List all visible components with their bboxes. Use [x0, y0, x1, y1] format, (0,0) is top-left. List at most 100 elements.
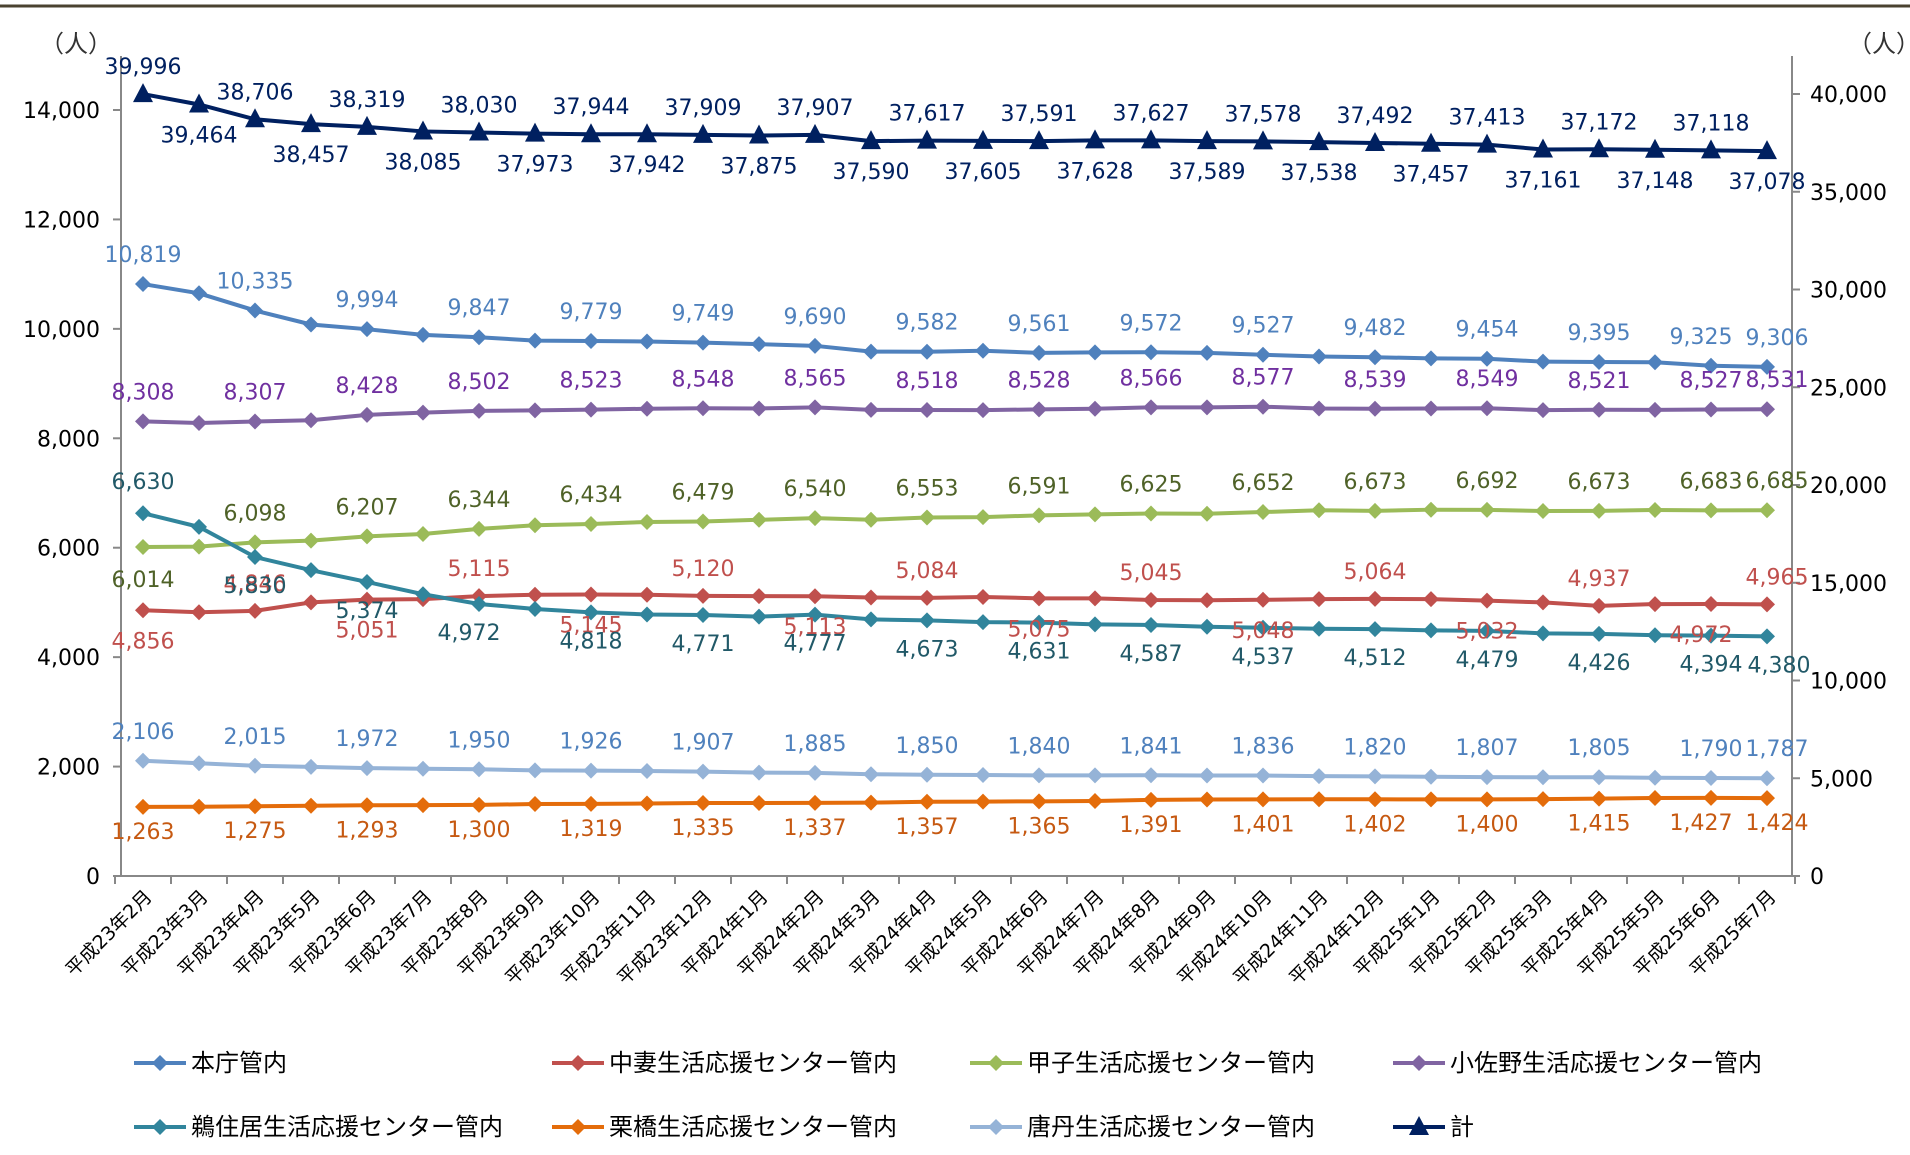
data-point [639, 795, 655, 812]
data-label: 1,972 [336, 727, 399, 752]
data-point [1087, 400, 1103, 417]
y-axis-right-unit: （人） [1848, 30, 1910, 58]
data-point [247, 302, 263, 319]
data-point [1367, 349, 1383, 366]
data-point [639, 333, 655, 350]
data-label: 8,523 [560, 369, 623, 394]
data-label: 1,427 [1670, 811, 1733, 836]
data-label: 37,589 [1169, 160, 1246, 185]
data-label: 37,973 [497, 153, 574, 178]
data-label: 1,402 [1344, 812, 1407, 837]
data-label: 1,319 [560, 817, 623, 842]
legend-label: 甲子生活応援センター管内 [1027, 1049, 1315, 1077]
data-point [695, 794, 711, 811]
data-point [1255, 591, 1271, 608]
data-point [919, 509, 935, 526]
data-point [1535, 402, 1551, 419]
data-point [1423, 591, 1439, 608]
data-point [1199, 399, 1215, 416]
data-point [1087, 344, 1103, 361]
data-point [1479, 501, 1495, 518]
data-point [1087, 590, 1103, 607]
data-point [863, 794, 879, 811]
data-label: 37,942 [609, 153, 686, 178]
data-label: 37,148 [1617, 169, 1694, 194]
data-point [1759, 596, 1775, 613]
data-point [695, 763, 711, 780]
data-label: 37,078 [1729, 170, 1806, 195]
data-label: 6,434 [560, 483, 623, 508]
data-point [807, 337, 823, 354]
data-point [919, 793, 935, 810]
data-point [1141, 129, 1161, 149]
legend-marker [152, 1055, 168, 1071]
data-point [1535, 353, 1551, 370]
data-label: 5,084 [896, 559, 959, 584]
data-label: 8,428 [336, 374, 399, 399]
data-point [1647, 354, 1663, 371]
data-point [415, 326, 431, 343]
data-point [1703, 401, 1719, 418]
legend-label: 鵜住居生活応援センター管内 [191, 1113, 503, 1141]
data-point [807, 588, 823, 605]
data-point [975, 342, 991, 359]
data-label: 1,850 [896, 734, 959, 759]
series-line [142, 592, 1768, 615]
data-point [1759, 770, 1775, 787]
data-point [1031, 344, 1047, 361]
legend-marker [988, 1055, 1004, 1071]
data-label: 39,996 [105, 55, 182, 80]
data-label: 5,113 [784, 615, 847, 640]
data-point [749, 124, 769, 144]
data-point [191, 798, 207, 815]
data-point [1423, 622, 1439, 639]
data-point [1423, 501, 1439, 518]
legend-label: 栗橋生活応援センター管内 [609, 1113, 897, 1141]
series-line [142, 92, 1768, 154]
data-point [637, 123, 657, 143]
data-point [303, 562, 319, 579]
data-point [863, 511, 879, 528]
data-point [1535, 594, 1551, 611]
data-point [975, 767, 991, 784]
data-point [1421, 132, 1441, 152]
data-point [919, 401, 935, 418]
y-right-tick-label: 25,000 [1810, 376, 1887, 401]
data-point [135, 798, 151, 815]
data-point [863, 766, 879, 783]
data-point [1367, 400, 1383, 417]
data-point [1029, 130, 1049, 150]
data-point [1085, 129, 1105, 149]
data-point [695, 513, 711, 530]
data-point [975, 793, 991, 810]
data-label: 2,106 [112, 720, 175, 745]
data-label: 1,836 [1232, 735, 1295, 760]
data-label: 1,300 [448, 818, 511, 843]
data-label: 5,830 [224, 574, 287, 599]
data-point [303, 532, 319, 549]
data-label: 5,051 [336, 619, 399, 644]
legend-label: 小佐野生活応援センター管内 [1450, 1049, 1762, 1077]
data-label: 6,540 [784, 477, 847, 502]
data-label: 6,685 [1746, 469, 1809, 494]
legend-marker [152, 1119, 168, 1135]
data-point [357, 115, 377, 135]
data-point [415, 797, 431, 814]
data-point [1253, 130, 1273, 150]
y-right-tick-label: 20,000 [1810, 474, 1887, 499]
data-point [1423, 791, 1439, 808]
data-point [527, 796, 543, 813]
data-label: 4,673 [896, 637, 959, 662]
data-label: 37,578 [1225, 102, 1302, 127]
y-right-tick-label: 40,000 [1810, 83, 1887, 108]
data-point [1423, 768, 1439, 785]
data-point [527, 586, 543, 603]
data-point [1757, 140, 1777, 160]
data-label: 5,115 [448, 557, 511, 582]
data-point [301, 113, 321, 133]
data-point [1311, 591, 1327, 608]
series-line [142, 404, 1768, 425]
data-point [247, 549, 263, 566]
data-point [1589, 138, 1609, 158]
